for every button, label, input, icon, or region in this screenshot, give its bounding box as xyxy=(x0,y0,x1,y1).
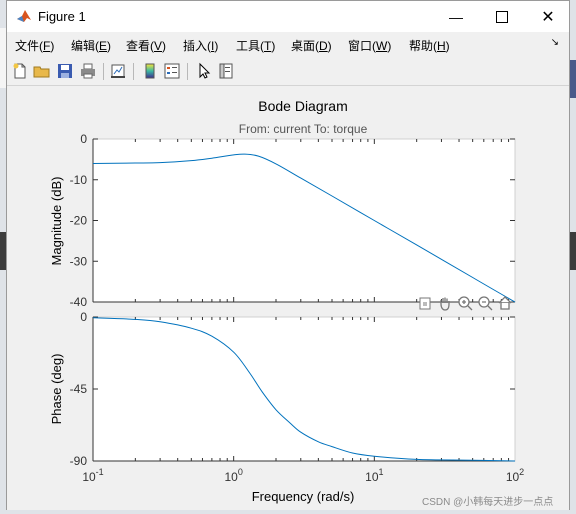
menu-edit[interactable]: 编辑(E) xyxy=(71,39,112,53)
menu-file[interactable]: 文件(F) xyxy=(15,39,55,53)
toolbar-separator xyxy=(133,63,134,80)
legend-icon[interactable] xyxy=(163,62,181,80)
close-icon: ✕ xyxy=(541,8,555,26)
magnitude-series-line xyxy=(92,153,516,303)
menu-help[interactable]: 帮助(H) xyxy=(409,39,450,53)
csdn-watermark: CSDN @小韩每天进步一点点 xyxy=(422,497,554,508)
phase-series-line xyxy=(92,317,516,462)
toolbar-separator xyxy=(103,63,104,80)
xtick-label: 101 xyxy=(365,467,383,484)
zoom-out-icon[interactable] xyxy=(477,295,493,311)
phase-ylabel: Phase (deg) xyxy=(49,354,64,425)
menu-tools[interactable]: 工具(T) xyxy=(236,39,276,53)
phase-ytick-label: -90 xyxy=(70,454,88,468)
toolbar-separator xyxy=(187,63,188,80)
xtick-label: 10-1 xyxy=(82,467,103,484)
magnitude-axes[interactable] xyxy=(92,138,516,303)
bode-plot: 0 -10 -20 -30 -40 0 -45 -90 10-1 100 101 102 Bode… xyxy=(49,98,524,504)
menu-desktop[interactable]: 桌面(D) xyxy=(291,39,332,53)
phase-ytick-label: 0 xyxy=(80,310,87,324)
close-button[interactable]: ✕ xyxy=(525,1,571,32)
frequency-tick-labels: 10-1 100 101 102 xyxy=(82,467,524,484)
background-window-left xyxy=(0,28,8,88)
link-plot-icon[interactable] xyxy=(109,62,127,80)
minimize-icon: — xyxy=(449,8,463,25)
print-icon[interactable] xyxy=(79,62,97,80)
magnitude-ytick-label: -40 xyxy=(70,295,88,309)
background-window-left-dark xyxy=(0,232,8,270)
frequency-xlabel: Frequency (rad/s) xyxy=(252,489,355,504)
export-icon[interactable] xyxy=(417,295,433,311)
phase-ytick-label: -45 xyxy=(70,382,88,396)
magnitude-ytick-label: -10 xyxy=(70,173,88,187)
background-window-right-dark xyxy=(570,232,576,270)
plot-title: Bode Diagram xyxy=(258,98,348,114)
pan-hand-icon[interactable] xyxy=(437,295,453,311)
dock-arrow-icon[interactable]: ↘ xyxy=(550,37,559,48)
figure-canvas: 0 -10 -20 -30 -40 0 -45 -90 10-1 100 101 102 Bode… xyxy=(7,86,569,510)
minimize-button[interactable]: — xyxy=(433,1,479,32)
maximize-icon xyxy=(496,10,508,23)
window-title: Figure 1 xyxy=(38,9,86,24)
plot-subtitle: From: current To: torque xyxy=(239,122,368,136)
magnitude-ytick-label: -30 xyxy=(70,254,88,268)
property-inspector-icon[interactable] xyxy=(217,62,235,80)
new-figure-icon[interactable] xyxy=(11,62,29,80)
matlab-logo-icon xyxy=(16,8,32,24)
magnitude-ytick-label: 0 xyxy=(80,132,87,146)
phase-axes[interactable] xyxy=(92,316,516,462)
phase-ticks: 0 -45 -90 xyxy=(70,310,515,468)
background-window-right xyxy=(570,60,576,98)
open-file-icon[interactable] xyxy=(33,62,51,80)
maximize-button[interactable] xyxy=(479,1,525,32)
figure-window: Figure 1 — ✕ 文件(F) 编辑(E) 查看(V) 插入(I) 工具(… xyxy=(6,0,570,510)
xtick-label: 102 xyxy=(506,467,524,484)
colorbar-icon[interactable] xyxy=(141,62,159,80)
menu-insert[interactable]: 插入(I) xyxy=(183,39,219,53)
menu-view[interactable]: 查看(V) xyxy=(126,39,167,53)
menu-window[interactable]: 窗口(W) xyxy=(348,39,392,53)
menu-bar: 文件(F) 编辑(E) 查看(V) 插入(I) 工具(T) 桌面(D) 窗口(W… xyxy=(7,34,569,56)
magnitude-ytick-label: -20 xyxy=(70,214,88,228)
magnitude-ylabel: Magnitude (dB) xyxy=(49,177,64,266)
xtick-label: 100 xyxy=(224,467,242,484)
title-bar[interactable]: Figure 1 — ✕ xyxy=(7,1,569,32)
zoom-in-icon[interactable] xyxy=(457,295,473,311)
figure-toolbar xyxy=(7,58,569,86)
home-icon[interactable] xyxy=(497,295,513,311)
edit-plot-arrow-icon[interactable] xyxy=(195,62,213,80)
save-icon[interactable] xyxy=(56,62,74,80)
